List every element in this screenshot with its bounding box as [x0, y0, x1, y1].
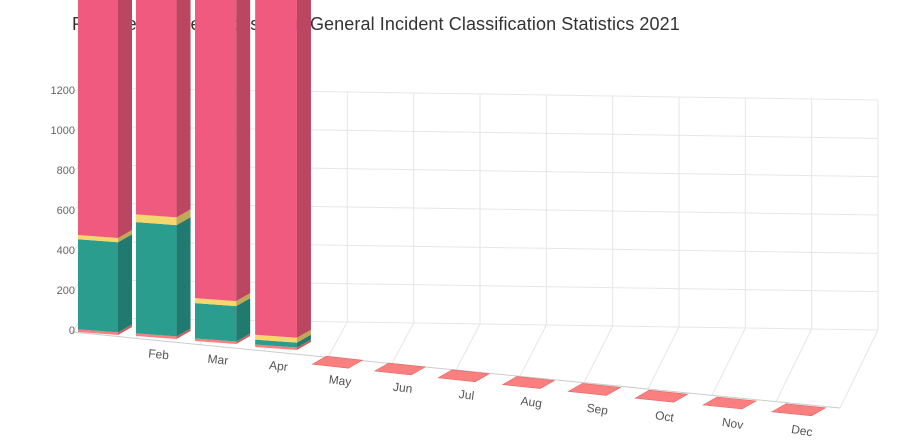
y-tick-label: 800 [57, 165, 75, 177]
bar-empty [437, 369, 491, 383]
bar-segment-side [296, 329, 311, 343]
bar-stack-jan [78, 0, 132, 335]
y-tick-label: 200 [57, 285, 75, 297]
bar-segment [78, 239, 118, 333]
bar-segment-side [236, 0, 251, 302]
y-tick-label: 600 [57, 205, 75, 217]
bar-empty [770, 403, 827, 417]
x-tick-label: Apr [268, 358, 288, 374]
bar-stack-sep [567, 383, 622, 396]
bar-segment [195, 298, 237, 307]
y-tick-label: 1000 [51, 125, 75, 137]
bar-segment [255, 334, 297, 343]
bar-segment-side [236, 333, 251, 344]
bar-empty [634, 389, 689, 403]
bar-segment-side [118, 324, 132, 335]
y-tick-label: 400 [57, 245, 75, 257]
bar-segment [195, 0, 237, 302]
bar-segment-side [118, 0, 132, 239]
x-tick-label: Feb [148, 346, 170, 362]
x-tick-label: Jun [392, 380, 413, 396]
bar-empty [373, 362, 427, 376]
bar-segment [78, 235, 118, 243]
bar-empty [501, 376, 556, 389]
bar-stack-aug [501, 376, 556, 389]
x-tick-label: Jul [458, 387, 475, 403]
bar-segment [255, 339, 297, 348]
bar-empty [311, 355, 364, 369]
x-tick-label: Oct [654, 408, 675, 425]
bar-stack-feb [135, 0, 191, 339]
x-tick-label: Sep [586, 401, 609, 418]
bar-stack-oct [634, 389, 689, 403]
bar-segment [255, 344, 297, 350]
bar-segment [195, 303, 237, 342]
x-tick-label: Dec [790, 422, 813, 439]
grid [71, 87, 879, 409]
bar-segment-side [296, 334, 311, 348]
bar-segment [78, 0, 118, 239]
y-tick-label: 1200 [51, 85, 75, 97]
bar-stack-jun [373, 362, 427, 376]
bar-segment-side [176, 209, 191, 226]
bar-segment-side [236, 298, 251, 342]
bar-empty [702, 396, 758, 410]
bars [78, 0, 827, 417]
bar-segment-side [118, 230, 132, 243]
bar-segment-side [296, 0, 311, 338]
x-tick-label: Mar [207, 352, 229, 368]
bar-stack-dec [770, 403, 827, 417]
axis-labels: 0 200 400 600 800 1000 1200 Feb Mar Apr May Jun Jul A… [51, 85, 814, 439]
bar-stack-may [311, 355, 364, 369]
bar-segment-side [118, 234, 132, 333]
x-tick-label: Nov [721, 415, 744, 432]
bar-segment [78, 329, 118, 335]
bar-segment [135, 222, 177, 337]
bar-segment [135, 214, 177, 226]
bar-segment [255, 0, 297, 338]
bar-empty [567, 383, 622, 396]
bar-segment-side [176, 328, 191, 339]
y-tick-label: 0 [69, 325, 75, 337]
bar-segment-side [236, 293, 251, 307]
bar-segment-side [176, 0, 191, 218]
x-tick-label: Aug [520, 394, 543, 411]
bar-stack-jul [437, 369, 491, 383]
bar-segment-side [296, 339, 311, 350]
bar-stack-apr [255, 0, 311, 350]
bar-stack-nov [702, 396, 758, 410]
bar-segment [135, 0, 177, 218]
bar-stack-mar [195, 0, 251, 344]
bar-segment [135, 333, 177, 339]
x-tick-label: May [328, 372, 352, 389]
bar-segment-side [176, 217, 191, 337]
bar-segment [195, 338, 237, 344]
